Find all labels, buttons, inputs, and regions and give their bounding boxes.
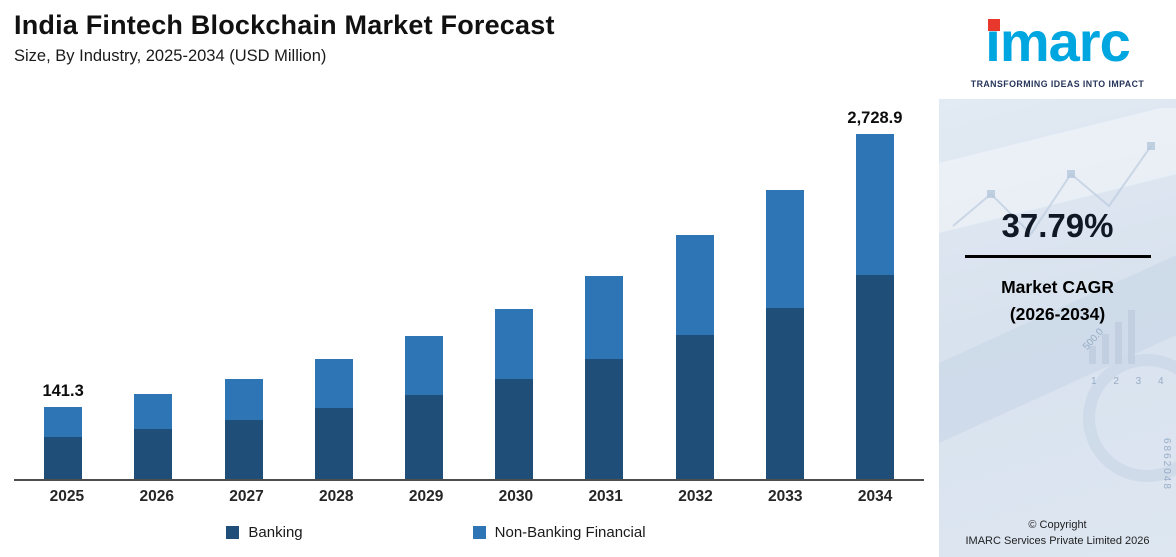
stacked-bar-2030[interactable]: [495, 309, 534, 479]
non-banking-swatch-icon: [472, 526, 486, 539]
segment-banking[interactable]: [855, 275, 894, 479]
logo-tagline: TRANSFORMING IDEAS INTO IMPACT: [970, 79, 1145, 89]
x-axis-label: 2032: [678, 488, 713, 505]
cagr-underline: [964, 255, 1151, 258]
imarc-logo: imarc: [985, 14, 1130, 70]
legend: Banking Non-Banking Financial: [0, 512, 893, 557]
chart-panel: India Fintech Blockchain Market Forecast…: [0, 10, 928, 557]
imarc-logo-text: imarc: [985, 10, 1130, 73]
segment-non-banking[interactable]: [314, 359, 353, 408]
stacked-bar-2027[interactable]: [224, 379, 263, 479]
cagr-value: 37.79%: [1001, 207, 1114, 244]
bar-group: [289, 359, 379, 479]
logo-area: imarc TRANSFORMING IDEAS INTO IMPACT: [939, 0, 1176, 99]
segment-banking[interactable]: [44, 437, 83, 479]
segment-non-banking[interactable]: [855, 134, 894, 275]
decor-number: 500.0: [1081, 326, 1106, 353]
copyright-line1: © Copyright: [1028, 519, 1087, 532]
segment-banking[interactable]: [224, 420, 263, 479]
bars: 141.3 2,728.9: [14, 66, 924, 481]
copyright: © Copyright IMARC Services Private Limit…: [939, 518, 1176, 549]
bar-group: [198, 379, 288, 479]
bar-group: 2,728.9: [830, 109, 920, 479]
bar-value-label: 141.3: [42, 382, 84, 400]
segment-non-banking[interactable]: [404, 336, 443, 395]
bar-value-label: 2,728.9: [847, 109, 903, 127]
stacked-bar-2026[interactable]: [134, 394, 173, 479]
segment-non-banking[interactable]: [585, 276, 624, 359]
segment-non-banking[interactable]: [224, 379, 263, 420]
decorative-graphics: 500.0 1 2 3 4 6862048: [939, 108, 1176, 557]
bar-group: [649, 235, 739, 479]
legend-label: Banking: [248, 524, 303, 541]
banking-swatch-icon: [226, 526, 240, 539]
segment-banking[interactable]: [404, 395, 443, 479]
stacked-bar-2028[interactable]: [314, 359, 353, 479]
x-axis-label: 2028: [319, 488, 354, 505]
bar-group: [379, 336, 469, 479]
page-title: India Fintech Blockchain Market Forecast: [14, 10, 555, 40]
segment-non-banking[interactable]: [495, 309, 534, 379]
x-axis-label: 2034: [857, 488, 893, 505]
bar-group: [108, 394, 198, 479]
segment-banking[interactable]: [134, 429, 173, 479]
decor-number: 1 2 3 4: [1091, 376, 1171, 387]
cagr-label-line2: (2026-2034): [1009, 304, 1106, 325]
segment-non-banking[interactable]: [134, 394, 173, 429]
imarc-logo-dot-icon: [988, 19, 1001, 31]
x-axis-label: 2027: [229, 488, 264, 505]
legend-item-banking[interactable]: Banking: [226, 524, 303, 541]
x-axis-label: 2029: [408, 488, 444, 505]
stacked-bar-2029[interactable]: [404, 336, 443, 479]
stacked-bar-2033[interactable]: [765, 190, 804, 479]
bar-group: [740, 190, 830, 479]
bar-group: 141.3: [18, 382, 108, 479]
segment-banking[interactable]: [675, 335, 714, 479]
segment-non-banking[interactable]: [675, 235, 714, 335]
segment-banking[interactable]: [765, 308, 804, 479]
x-axis-label: 2025: [49, 488, 85, 505]
bar-group: [469, 309, 559, 479]
stacked-bar-2032[interactable]: [675, 235, 714, 479]
decor-number: 6862048: [1161, 438, 1172, 491]
segment-banking[interactable]: [585, 359, 624, 479]
x-axis-label: 2030: [498, 488, 534, 505]
cagr-block: 37.79% Market CAGR (2026-2034): [939, 207, 1176, 328]
bar-group: [559, 276, 649, 479]
segment-non-banking[interactable]: [765, 190, 804, 308]
legend-label: Non-Banking Financial: [494, 524, 646, 541]
legend-item-non-banking[interactable]: Non-Banking Financial: [472, 524, 646, 541]
segment-banking[interactable]: [314, 408, 353, 479]
sidebar: imarc TRANSFORMING IDEAS INTO IMPACT 50: [934, 0, 1176, 557]
segment-banking[interactable]: [495, 379, 534, 479]
copyright-line2: IMARC Services Private Limited 2026: [965, 534, 1150, 547]
x-axis-label: 2026: [139, 488, 174, 505]
x-axis-label: 2033: [768, 488, 803, 505]
x-axis-label: 2031: [588, 488, 623, 505]
x-axis-labels: 2025 2026 2027 2028 2029 2030 2031 2032 2033 2034: [14, 481, 928, 512]
page-subtitle: Size, By Industry, 2025-2034 (USD Millio…: [14, 47, 327, 65]
cagr-label-line1: Market CAGR: [1001, 277, 1114, 297]
decor-chart-art: [939, 108, 1176, 482]
stacked-bar-2031[interactable]: [585, 276, 624, 479]
segment-non-banking[interactable]: [44, 407, 83, 437]
stacked-bar-2025[interactable]: [44, 407, 83, 479]
stacked-bar-2034[interactable]: [855, 134, 894, 479]
